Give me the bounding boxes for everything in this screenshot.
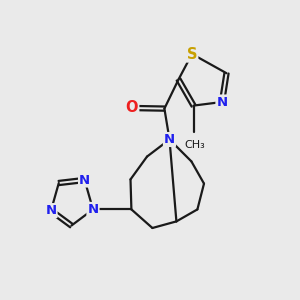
Text: N: N [216, 95, 228, 109]
Text: S: S [187, 46, 197, 62]
Text: N: N [45, 204, 57, 217]
Text: N: N [164, 133, 175, 146]
Text: CH₃: CH₃ [184, 140, 206, 149]
Text: N: N [79, 173, 90, 187]
Text: N: N [87, 203, 99, 216]
Text: O: O [126, 100, 138, 116]
